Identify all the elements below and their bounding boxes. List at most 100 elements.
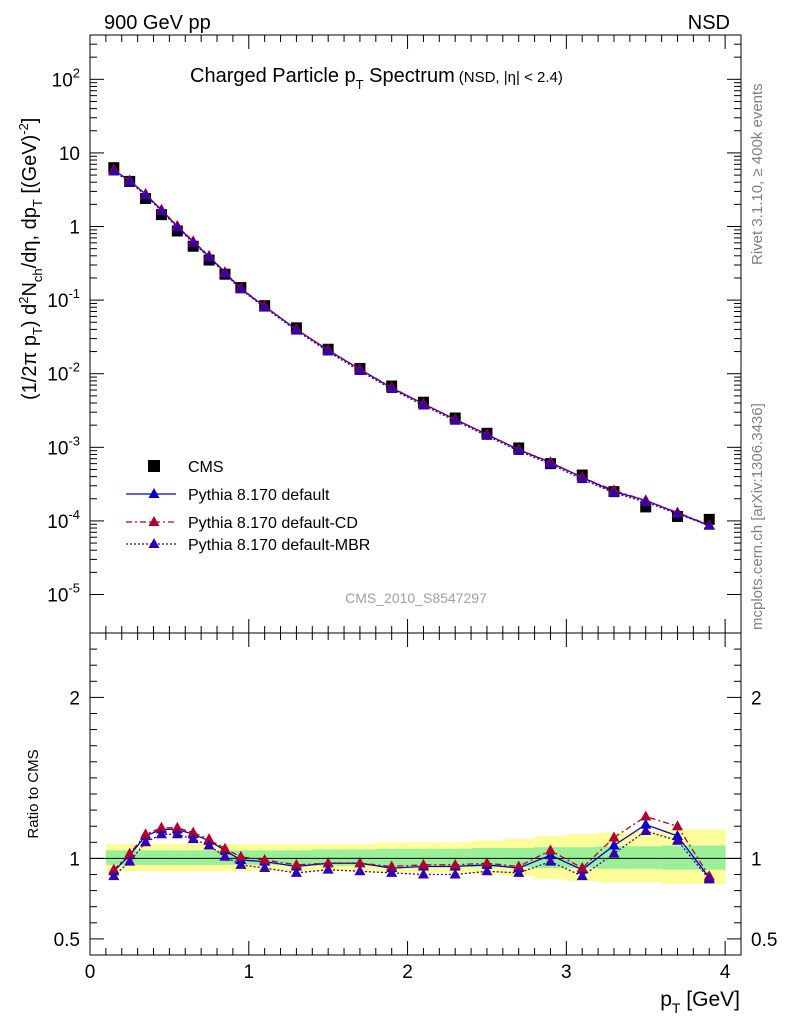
ratio-point-cd [386, 860, 398, 871]
main-y-axis-label: (1/2π pT) d2Nch/dη, dpT [(GeV)-2] [16, 118, 45, 400]
x-tick-label: 4 [720, 962, 731, 983]
data-point-mbr [576, 473, 588, 484]
y-tick-label: 10-2 [47, 360, 80, 386]
ratio-point-cd [576, 862, 588, 873]
ratio-y-tick-label-right: 1 [751, 849, 762, 870]
legend-marker-default [148, 488, 160, 498]
title-extra: (NSD, |η| < 2.4) [459, 69, 563, 86]
ratio-point-mbr [640, 825, 652, 836]
ratio-point-mbr [703, 873, 715, 884]
ratio-point-cd [544, 844, 556, 855]
data-point-mbr [322, 345, 334, 356]
data-point-cms [640, 501, 652, 513]
series-line-cd [113, 169, 710, 526]
ratio-band-inner [375, 848, 409, 867]
data-point-mbr [219, 267, 231, 278]
data-point-mbr [513, 445, 525, 456]
y-tick-label: 10-3 [47, 433, 80, 459]
ratio-point-mbr [290, 866, 302, 877]
ratio-point-cd [608, 831, 620, 842]
data-point-mbr [259, 301, 271, 312]
ratio-point-mbr [386, 866, 398, 877]
ratio-point-mbr [671, 834, 683, 845]
ratio-point-cd [449, 858, 461, 869]
ratio-point-cd [513, 860, 525, 871]
legend-marker-cms [148, 460, 160, 472]
x-tick-label: 3 [561, 962, 572, 983]
ratio-point-mbr [124, 855, 136, 866]
ylabel-part2: ) d [19, 304, 41, 327]
ratio-point-cd [640, 810, 652, 821]
ratio-point-cd [235, 850, 247, 861]
data-point-mbr [124, 175, 136, 186]
data-point-mbr [640, 496, 652, 507]
ratio-point-mbr [171, 828, 183, 839]
data-point-mbr [703, 519, 715, 530]
ratio-point-mbr [417, 868, 429, 879]
data-point-mbr [171, 221, 183, 232]
ratio-band-inner [629, 846, 663, 869]
data-point-mbr [417, 399, 429, 410]
ratio-band-inner [137, 850, 155, 865]
data-point-mbr [203, 251, 215, 262]
ratio-y-tick-label: 2 [69, 688, 80, 709]
data-point-mbr [108, 165, 120, 176]
mcplots-label: mcplots.cern.ch [arXiv:1306.3436] [749, 403, 766, 630]
ratio-y-tick-label-right: 0.5 [751, 930, 777, 951]
ratio-point-cd [322, 857, 334, 868]
chart-title: Charged Particle pT Spectrum (NSD, |η| < … [190, 65, 563, 92]
main-panel: Charged Particle pT Spectrum (NSD, |η| < … [16, 34, 742, 955]
y-tick-label: 10-1 [47, 286, 80, 312]
data-point-mbr [235, 283, 247, 294]
data-point-mbr [671, 507, 683, 518]
ratio-point-cd [155, 821, 167, 832]
ratio-band-inner [439, 848, 472, 867]
ratio-point-cd [354, 857, 366, 868]
ratio-point-mbr [155, 828, 167, 839]
ratio-band-inner [344, 849, 377, 866]
header-left-label: 900 GeV pp [104, 12, 211, 34]
xlabel-sub: T [672, 1000, 681, 1016]
ratio-band-inner [693, 845, 726, 870]
data-point-mbr [140, 189, 152, 200]
ratio-point-cd [108, 863, 120, 874]
ratio-y-tick-label: 0.5 [54, 930, 80, 951]
ratio-point-cd [481, 857, 493, 868]
ratio-y-axis-label: Ratio to CMS [25, 749, 42, 838]
ratio-band-inner [185, 850, 202, 865]
ratio-band-inner [201, 850, 218, 865]
ratio-band-inner [280, 850, 313, 865]
ratio-point-default [608, 839, 620, 850]
ratio-frame [89, 632, 742, 956]
title-tail: Spectrum [364, 65, 455, 87]
ratio-point-mbr [203, 839, 215, 850]
data-point-mbr [449, 414, 461, 425]
ratio-point-mbr [449, 868, 461, 879]
ratio-point-cd [171, 821, 183, 832]
ratio-y-tick-label-right: 2 [751, 688, 762, 709]
legend-label-cd: Pythia 8.170 default-CD [188, 515, 358, 532]
ratio-line-cd [113, 815, 710, 877]
series-line-mbr [113, 170, 710, 527]
x-tick-label: 1 [243, 962, 254, 983]
y-tick-label: 102 [52, 65, 80, 91]
ylabel-sub1: T [30, 327, 45, 335]
data-point-mbr [608, 486, 620, 497]
ratio-band-inner [169, 850, 186, 865]
data-point-mbr [544, 458, 556, 469]
legend-label-mbr: Pythia 8.170 default-MBR [188, 537, 370, 554]
ylabel-sub3: ch [30, 268, 45, 282]
x-axis-label: pT [GeV] [660, 988, 740, 1016]
ratio-point-mbr [576, 870, 588, 881]
ratio-point-cd [671, 820, 683, 831]
ratio-y-tick-label: 1 [69, 849, 80, 870]
ratio-point-mbr [513, 866, 525, 877]
x-tick-label: 0 [85, 962, 96, 983]
data-point-mbr [155, 205, 167, 216]
ratio-point-cd [417, 858, 429, 869]
ylabel-part4: /dη, dp [19, 207, 41, 268]
data-point-mbr [290, 324, 302, 335]
data-point-mbr [386, 382, 398, 393]
ylabel-part1: (1/2π p [19, 335, 41, 400]
ratio-band-inner [312, 849, 345, 866]
